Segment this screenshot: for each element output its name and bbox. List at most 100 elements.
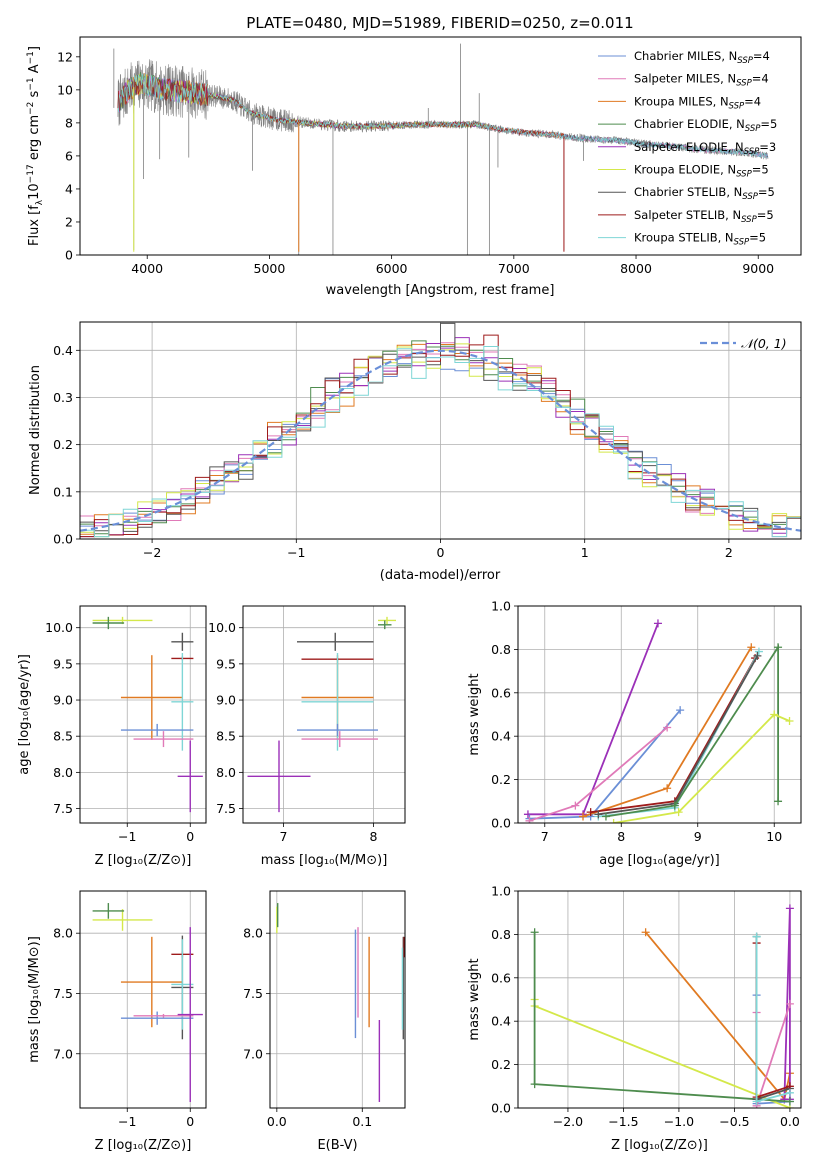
model-spectrum-chabrier_elodie xyxy=(117,71,490,129)
axes-frame xyxy=(242,605,406,824)
weight-point-chabrier_miles xyxy=(676,706,685,715)
gaussian-curve xyxy=(80,349,801,532)
panel-mass_weight_vs_Z: −2.0 −1.5 −1.0 −0.5 0.0 0.0 0.2 0.4 0.6 0.8 1.0 xyxy=(491,884,802,1129)
y-axis-label-part: −1 xyxy=(26,51,36,64)
y-tick-label: 7.5 xyxy=(243,986,263,1001)
y-tick-label: 8.5 xyxy=(216,729,236,744)
x-tick-label: 9000 xyxy=(742,261,774,276)
y-tick-label: 0.1 xyxy=(53,484,73,499)
y-axis-label-part: A xyxy=(27,64,42,77)
x-axis-label: Z [log₁₀(Z/Z⊙)] xyxy=(95,1138,192,1153)
legend-label-sub: SSP xyxy=(736,79,752,89)
weight-point-salpeter_miles xyxy=(571,801,580,810)
weight-point-kroupa_elodie xyxy=(770,710,779,719)
y-tick-label: 2 xyxy=(65,214,73,229)
axes-residuals: −2 −1 0 1 2 0.0 0.1 0.2 0.3 0.4 xyxy=(53,343,733,560)
weight-point-salpeter_elodie xyxy=(523,810,532,819)
legend-label-name: Kroupa STELIB, N xyxy=(634,231,734,245)
plot-area-mass_weight_vs_age xyxy=(523,619,794,823)
weight-point-chabrier_stelib xyxy=(594,810,603,819)
x-tick-label: 1 xyxy=(581,545,589,560)
x-tick-label: 7 xyxy=(541,829,549,844)
weight-point-kroupa_stelib xyxy=(754,647,763,656)
y-tick-label: 0.0 xyxy=(491,1101,511,1116)
x-tick-label: −0.5 xyxy=(719,1114,749,1129)
y-axis-label-part: 10 xyxy=(27,183,42,200)
axes-age_vs_Z: −1 0 7.5 8.0 8.5 9.0 9.5 10.0 xyxy=(45,620,194,844)
axes-frame xyxy=(79,321,802,540)
axes-frame xyxy=(269,890,406,1109)
legend-label: Kroupa STELIB, NSSP=5 xyxy=(634,231,766,248)
panel-age_vs_Z: −1 0 7.5 8.0 8.5 9.0 9.5 10.0 xyxy=(45,605,207,844)
y-tick-label: 8.0 xyxy=(216,765,236,780)
y-axis-label-part: −1 xyxy=(26,77,36,90)
y-tick-label: 0.4 xyxy=(491,1014,511,1029)
plot-area-age_vs_Z xyxy=(92,616,203,813)
axes-frame xyxy=(79,36,802,256)
axes-age_vs_mass: 7 8 7.5 8.0 8.5 9.0 9.5 10.0 xyxy=(208,620,377,844)
y-axis-label-part: f xyxy=(27,205,42,210)
weight-point-kroupa_elodie xyxy=(674,808,683,817)
weight-point-kroupa_miles xyxy=(747,643,756,652)
x-tick-label: 0 xyxy=(186,829,194,844)
y-tick-label: 4 xyxy=(65,181,73,196)
plot-area-mass_vs_Z xyxy=(92,903,203,1102)
y-tick-label: 8 xyxy=(65,115,73,130)
legend-label-tail: =5 xyxy=(760,117,777,131)
x-tick-label: 0.0 xyxy=(780,1114,800,1129)
x-tick-label: 5000 xyxy=(254,261,286,276)
axes-mass_weight_vs_age: 7 8 9 10 0.0 0.2 0.4 0.6 0.8 1.0 xyxy=(491,599,782,845)
plot-area-mass_weight_vs_Z xyxy=(530,904,794,1108)
plot-area-residuals xyxy=(80,322,801,538)
legend-label-tail: =4 xyxy=(753,49,770,63)
weight-line-chabrier_elodie xyxy=(605,644,779,818)
legend-label-sub: SSP xyxy=(737,56,753,66)
axes-mass_vs_ebv: 0.0 0.1 7.0 7.5 8.0 xyxy=(243,926,372,1129)
weight-point-chabrier_elodie xyxy=(774,643,783,652)
legend-label-sub: SSP xyxy=(736,170,752,180)
x-tick-label: 7000 xyxy=(498,261,530,276)
weight-point-chabrier_elodie xyxy=(774,797,783,806)
y-axis-label-part: λ xyxy=(35,199,45,205)
legend-label: Salpeter MILES, NSSP=4 xyxy=(634,72,769,89)
legend-label-name: Chabrier STELIB, N xyxy=(634,185,742,199)
y-tick-label: 0.6 xyxy=(491,970,511,985)
weight-point-kroupa_elodie xyxy=(785,717,794,726)
y-axis-label-part: Flux [ xyxy=(27,210,42,246)
weight-line-kroupa_elodie xyxy=(533,999,791,1108)
legend-label-sub: SSP xyxy=(741,215,757,225)
x-tick-label: −1 xyxy=(287,545,305,560)
weight-point-kroupa_miles xyxy=(579,812,588,821)
weight-point-chabrier_stelib xyxy=(753,651,762,660)
plot-area-spectrum xyxy=(113,43,769,255)
y-axis-label-part: ] xyxy=(27,46,42,51)
weight-point-chabrier_elodie xyxy=(785,1097,794,1106)
legend-label-sub: SSP xyxy=(745,124,761,134)
x-tick-label: 2 xyxy=(725,545,733,560)
legend-label-name: Chabrier ELODIE, N xyxy=(634,117,745,131)
y-tick-label: 8.0 xyxy=(53,926,73,941)
x-tick-label: 8 xyxy=(617,829,625,844)
legend-label-tail: =5 xyxy=(749,231,766,245)
y-tick-label: 9.5 xyxy=(216,656,236,671)
y-tick-label: 0.3 xyxy=(53,390,73,405)
y-tick-label: 7.5 xyxy=(216,801,236,816)
x-tick-label: −2 xyxy=(143,545,161,560)
y-axis-label-part: −17 xyxy=(26,164,36,183)
y-tick-label: 0.4 xyxy=(53,343,73,358)
legend-label-tail: =5 xyxy=(752,163,769,177)
legend-label-tail: =4 xyxy=(744,94,761,108)
y-tick-label: 6 xyxy=(65,148,73,163)
weight-point-salpeter_stelib xyxy=(586,808,595,817)
y-axis-label: Normed distribution xyxy=(28,365,43,495)
weight-line-chabrier_stelib xyxy=(598,655,759,816)
legend-label: Chabrier STELIB, NSSP=5 xyxy=(634,185,775,202)
y-tick-label: 9.0 xyxy=(53,693,73,708)
x-tick-label: −1 xyxy=(118,829,136,844)
y-axis-label: mass [log₁₀(M/M⊙)] xyxy=(27,936,42,1063)
legend-label-name: Salpeter MILES, N xyxy=(634,72,736,86)
x-tick-label: 8 xyxy=(370,829,378,844)
y-tick-label: 0.4 xyxy=(491,729,511,744)
x-axis-label: Z [log₁₀(Z/Z⊙)] xyxy=(95,853,192,868)
